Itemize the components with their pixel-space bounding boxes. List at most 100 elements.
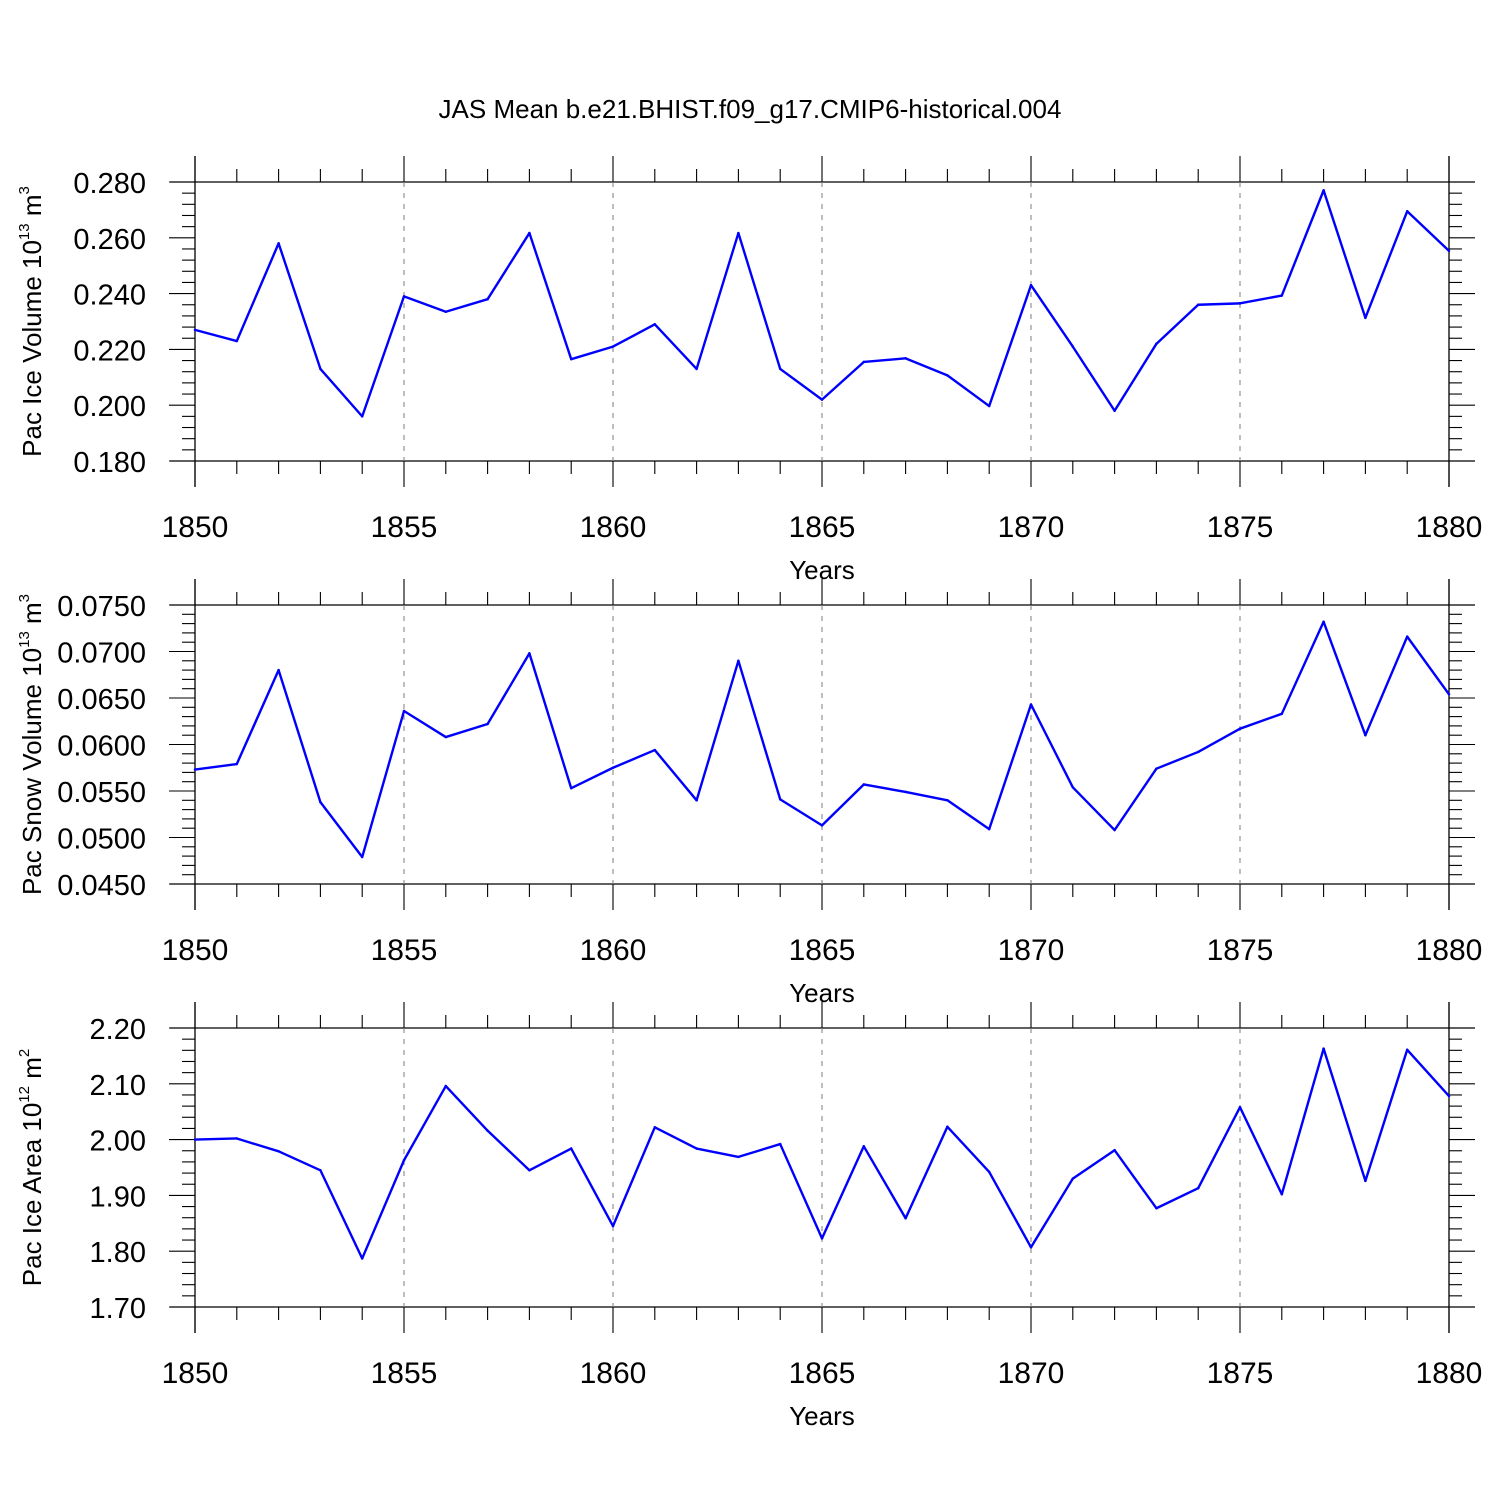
data-point [820, 398, 824, 401]
data-point [1447, 693, 1451, 696]
data-point [1155, 767, 1158, 770]
data-point [1113, 409, 1116, 412]
data-point [820, 824, 824, 827]
y-tick-label: 1.70 [90, 1293, 146, 1325]
y-tick-label: 0.220 [73, 335, 146, 367]
series-segment [528, 1147, 573, 1172]
data-point [1280, 1193, 1284, 1196]
series-segment [904, 790, 949, 802]
series-segment [319, 800, 364, 859]
y-axis-title-unit-exponent: 3 [16, 186, 33, 194]
series-segment [1071, 786, 1116, 832]
data-point [235, 339, 238, 343]
x-tick-label: 1865 [789, 511, 856, 544]
series-segment [193, 762, 239, 771]
series-segment [695, 1147, 740, 1159]
data-point [695, 367, 698, 371]
series-segment [1155, 303, 1200, 346]
y-tick-label: 1.90 [90, 1181, 146, 1213]
x-axis-title: Years [789, 1401, 855, 1431]
data-point [1155, 1207, 1158, 1210]
data-point [946, 1125, 949, 1128]
series-segment [1238, 1106, 1284, 1196]
y-tick-label: 0.280 [73, 168, 146, 200]
data-point [361, 415, 364, 418]
data-point [402, 1159, 406, 1162]
data-point [1155, 342, 1158, 346]
data-point [1406, 210, 1409, 213]
x-tick-label: 1855 [371, 1357, 438, 1390]
series-segment [862, 357, 907, 364]
series-segment [946, 1125, 991, 1174]
series-segment [737, 659, 782, 801]
y-tick-label: 2.20 [90, 1014, 146, 1046]
series-segment [235, 668, 280, 766]
y-tick-label: 2.00 [90, 1126, 146, 1158]
series-segment [611, 748, 656, 769]
y-tick-label: 0.0750 [57, 591, 146, 623]
data-point [1197, 1186, 1200, 1190]
data-point [444, 310, 447, 313]
series-segment [444, 722, 489, 739]
data-point [737, 659, 740, 662]
series-segment [1364, 210, 1409, 320]
series-segment [528, 652, 573, 790]
series-segment [779, 798, 824, 827]
series-segment [1113, 767, 1158, 832]
y-axis-title-exponent: 12 [16, 1086, 33, 1103]
series-segment [653, 323, 698, 371]
data-point [486, 722, 489, 726]
panel-2: 0.0450 0.0500 0.0550 0.0600 0.0650 0.0700 0.07… [16, 579, 1482, 1008]
series-segment [193, 1137, 239, 1141]
data-point [862, 783, 865, 786]
data-point [528, 652, 531, 655]
y-axis-title: Pac Ice Volume 1013 m3 [16, 186, 47, 457]
data-point [528, 231, 531, 235]
series-segment [1155, 750, 1200, 770]
panels: 0.180 0.200 0.220 0.240 0.260 0.280 1850 1855 18… [16, 156, 1482, 1431]
data-point [946, 374, 949, 377]
data-point [1113, 1149, 1116, 1152]
x-tick-label: 1860 [580, 934, 647, 967]
series-segment [1196, 302, 1242, 306]
x-tick-label: 1875 [1207, 1357, 1274, 1390]
y-axis-title-unit-exponent: 2 [16, 1049, 33, 1057]
data-point [820, 1237, 824, 1240]
data-point [1029, 703, 1033, 706]
data-point [319, 367, 322, 371]
y-tick-label: 0.180 [73, 447, 146, 479]
x-tick-label: 1865 [789, 1357, 856, 1390]
y-tick-label: 0.0500 [57, 824, 146, 856]
data-point [1364, 316, 1367, 320]
data-point [193, 328, 197, 332]
data-point [361, 855, 364, 859]
series-segment [988, 703, 1033, 831]
series-segment [1029, 1177, 1075, 1249]
data-point [611, 345, 615, 348]
series-segment [1071, 1149, 1116, 1180]
data-point [486, 297, 489, 301]
data-point [1322, 1047, 1325, 1050]
series-segment [528, 231, 573, 361]
data-point [779, 798, 782, 801]
x-tick-label: 1880 [1416, 934, 1483, 967]
y-axis-title-unit: m [17, 602, 47, 631]
series-segment [611, 323, 656, 348]
y-axis-title-text: Pac Ice Volume 10 [17, 240, 47, 457]
data-point [988, 404, 991, 408]
y-axis-title-unit: m [17, 194, 47, 223]
series-segment [277, 242, 322, 371]
data-point [737, 231, 740, 235]
data-point [319, 1169, 322, 1172]
data-point [1364, 1179, 1367, 1183]
series-segment [779, 367, 824, 401]
x-tick-label: 1880 [1416, 511, 1483, 544]
series-segment [695, 659, 740, 802]
series-segment [1322, 620, 1367, 737]
series-segment [904, 357, 949, 377]
series-segment [319, 1169, 364, 1260]
data-point [402, 709, 406, 713]
series-segment [486, 231, 531, 301]
data-point [1197, 750, 1200, 754]
data-point [193, 1138, 197, 1141]
